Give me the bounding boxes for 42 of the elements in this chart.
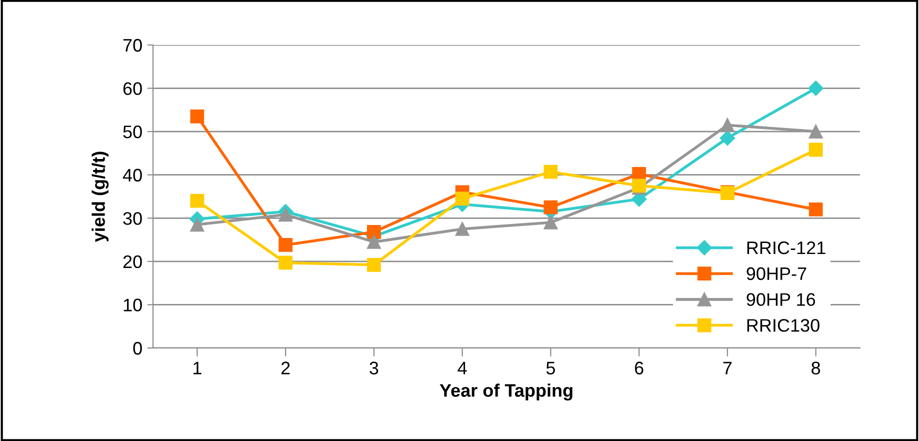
- point: [808, 202, 823, 216]
- x-tick-label: 8: [812, 362, 820, 374]
- point: [366, 225, 381, 239]
- x-tick-label: 3: [370, 362, 378, 374]
- y-tick-label: 10: [124, 298, 142, 312]
- point: [366, 258, 381, 272]
- point: [455, 222, 470, 236]
- point: [455, 192, 470, 206]
- point: [278, 208, 293, 222]
- x-tick-label: 6: [634, 362, 644, 374]
- point: [808, 142, 823, 157]
- point: [278, 256, 293, 270]
- point: [190, 218, 204, 232]
- point: [720, 118, 734, 132]
- point: [190, 194, 204, 208]
- y-tick-label: 70: [123, 38, 142, 52]
- x-tick-label: 5: [546, 362, 555, 374]
- point: [720, 130, 736, 146]
- legend-label: 90HP 16: [746, 293, 816, 306]
- x-tick-label: 2: [281, 362, 290, 374]
- point: [190, 109, 204, 124]
- x-tick-label: 7: [723, 362, 732, 374]
- y-tick-label: 0: [133, 342, 142, 355]
- y-tick-label: 50: [123, 126, 142, 138]
- point: [808, 80, 824, 96]
- y-tick-label: 40: [122, 168, 142, 182]
- point: [808, 124, 823, 139]
- point: [544, 200, 558, 214]
- point: [366, 235, 381, 249]
- x-tick-label: 1: [194, 362, 202, 374]
- x-tick-label: 4: [458, 362, 467, 374]
- y-axis-title: yield (g/t/t): [92, 152, 109, 242]
- point: [544, 216, 558, 230]
- legend-label: RRIC130: [747, 319, 820, 332]
- point: [278, 238, 293, 252]
- y-tick-label: 20: [123, 255, 142, 268]
- point: [544, 164, 558, 179]
- legend-label: RRIC-121: [747, 241, 826, 254]
- y-tick-label: 60: [123, 82, 142, 96]
- y-tick-label: 30: [123, 212, 142, 225]
- legend-label: 90HP-7: [746, 267, 806, 280]
- x-axis-title: Year of Tapping: [440, 384, 572, 400]
